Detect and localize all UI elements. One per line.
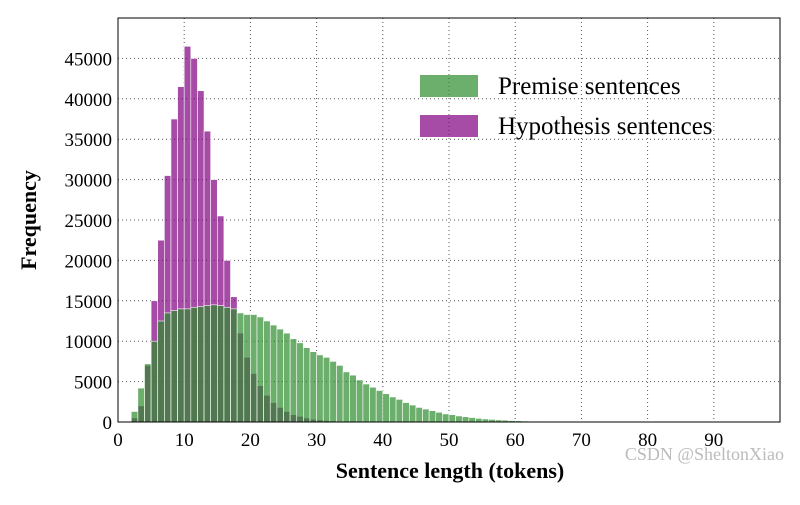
x-tick-label: 10 <box>175 430 194 451</box>
y-axis-label: Frequency <box>16 170 41 270</box>
histogram-bar <box>270 325 277 422</box>
legend-swatch <box>420 75 478 97</box>
histogram-bar <box>178 309 185 422</box>
histogram-bar <box>462 417 469 422</box>
histogram-bar <box>164 313 171 422</box>
histogram-bar <box>250 315 257 422</box>
histogram-bar <box>356 380 363 422</box>
histogram-bar <box>297 343 304 422</box>
x-tick-label: 60 <box>506 430 525 451</box>
histogram-bar <box>376 390 383 422</box>
y-tick-label: 15000 <box>65 292 113 313</box>
x-axis-label: Sentence length (tokens) <box>336 458 565 483</box>
histogram-bar <box>317 355 324 422</box>
histogram-bar <box>469 418 476 422</box>
y-tick-label: 0 <box>103 413 113 434</box>
histogram-bar <box>197 306 204 422</box>
histogram-bar <box>442 414 449 422</box>
histogram-bar <box>383 394 390 422</box>
x-tick-label: 20 <box>241 430 260 451</box>
histogram-bar <box>396 399 403 422</box>
x-tick-label: 70 <box>572 430 591 451</box>
histogram-bar <box>184 309 191 422</box>
histogram-bar <box>151 341 158 422</box>
histogram-bar <box>350 375 357 422</box>
histogram-bar <box>284 333 291 422</box>
histogram-bar <box>158 321 165 422</box>
y-tick-label: 25000 <box>65 211 113 232</box>
x-tick-label: 30 <box>307 430 326 451</box>
histogram-bar <box>343 372 350 422</box>
histogram-bar <box>449 415 456 422</box>
histogram-bar <box>191 307 198 422</box>
y-tick-label: 5000 <box>74 373 112 394</box>
histogram-bar <box>389 397 396 422</box>
histogram-bar <box>336 365 343 422</box>
y-tick-label: 35000 <box>65 130 113 151</box>
histogram-bar <box>409 405 416 422</box>
histogram-bar <box>171 310 178 422</box>
histogram-bar <box>290 339 297 422</box>
watermark: CSDN @SheltonXiao <box>625 444 784 464</box>
histogram-bar <box>303 348 310 422</box>
histogram-bar <box>429 411 436 422</box>
x-tick-label: 40 <box>373 430 392 451</box>
histogram-bar <box>456 416 463 422</box>
histogram-bar <box>436 412 443 422</box>
y-tick-label: 45000 <box>65 49 113 70</box>
legend-label: Hypothesis sentences <box>498 113 713 140</box>
histogram-bar <box>370 387 377 422</box>
histogram-bar <box>237 313 244 422</box>
legend-label: Premise sentences <box>498 73 681 100</box>
histogram-bar <box>257 317 264 422</box>
histogram-bar <box>416 407 423 422</box>
y-tick-label: 10000 <box>65 332 113 353</box>
histogram-bar <box>423 409 430 422</box>
histogram-bar <box>244 315 251 422</box>
histogram-bar <box>403 403 410 422</box>
y-tick-label: 20000 <box>65 251 113 272</box>
histogram-bar <box>231 309 238 422</box>
histogram-bar <box>204 306 211 422</box>
histogram-bar <box>363 384 370 422</box>
x-tick-label: 50 <box>440 430 459 451</box>
histogram-bar <box>138 388 145 422</box>
histogram-bar <box>224 307 231 422</box>
histogram-bar <box>330 361 337 422</box>
histogram-bar <box>144 364 151 422</box>
histogram-bar <box>310 352 317 422</box>
x-tick-label: 0 <box>113 430 123 451</box>
histogram-bar <box>264 321 271 422</box>
histogram-bar <box>211 305 218 422</box>
y-tick-label: 30000 <box>65 171 113 192</box>
histogram-bar <box>217 306 224 422</box>
histogram-bar <box>323 357 330 422</box>
histogram-bar <box>475 418 482 422</box>
legend-swatch <box>420 115 478 137</box>
histogram-bar <box>277 329 284 422</box>
y-tick-label: 40000 <box>65 90 113 111</box>
histogram-bar <box>131 411 138 422</box>
